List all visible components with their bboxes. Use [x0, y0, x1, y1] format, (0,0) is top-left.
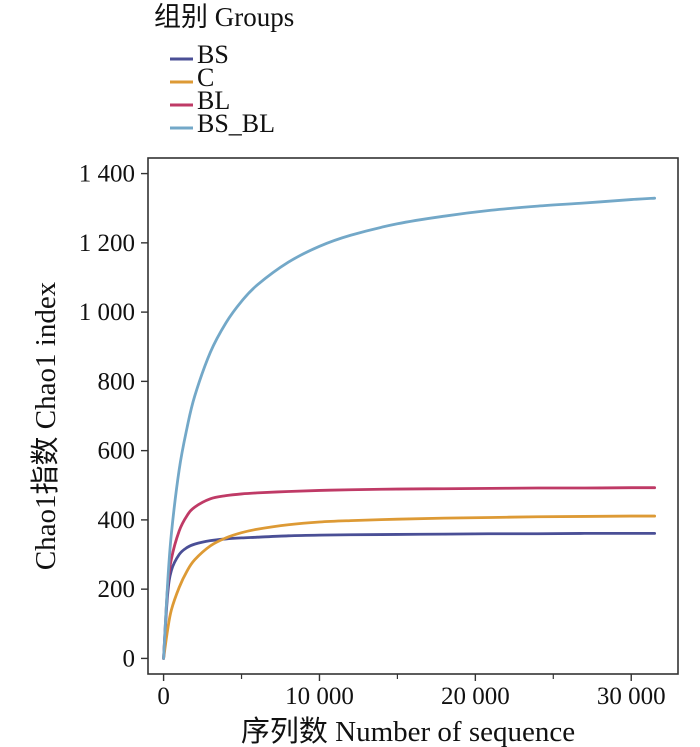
y-tick-label: 1 200: [79, 230, 135, 257]
y-tick-label: 0: [123, 645, 136, 672]
series-line-bl: [162, 486, 657, 660]
y-axis-title: Chao1指数 Chao1 index: [29, 281, 62, 570]
legend-label-c: C: [197, 63, 214, 92]
x-axis-title: 序列数 Number of sequence: [241, 715, 575, 747]
y-tick-label: 400: [98, 507, 136, 534]
legend-title: 组别 Groups: [154, 2, 294, 32]
y-tick-label: 600: [98, 438, 136, 465]
x-tick-label: 20 000: [441, 683, 510, 710]
y-tick-label: 200: [98, 576, 136, 603]
series-line-c: [162, 514, 657, 660]
y-tick-label: 1 400: [79, 161, 135, 188]
x-tick-label: 30 000: [597, 683, 666, 710]
y-tick-label: 1 000: [79, 299, 135, 326]
legend-label-bs-bl: BS_BL: [197, 109, 275, 138]
series-line-bs-bl: [162, 196, 657, 660]
legend-label-bl: BL: [197, 86, 230, 115]
x-tick-label: 10 000: [285, 683, 354, 710]
plot-frame: [147, 157, 679, 675]
legend-label-bs: BS: [197, 40, 229, 69]
series-line-bs: [162, 531, 657, 660]
plot-layer: 0 200 400 600 800 1 000 1 200 1 400 0 10 000 20 00…: [29, 157, 679, 747]
x-tick-label: 0: [157, 683, 170, 710]
y-tick-label: 800: [98, 368, 136, 395]
